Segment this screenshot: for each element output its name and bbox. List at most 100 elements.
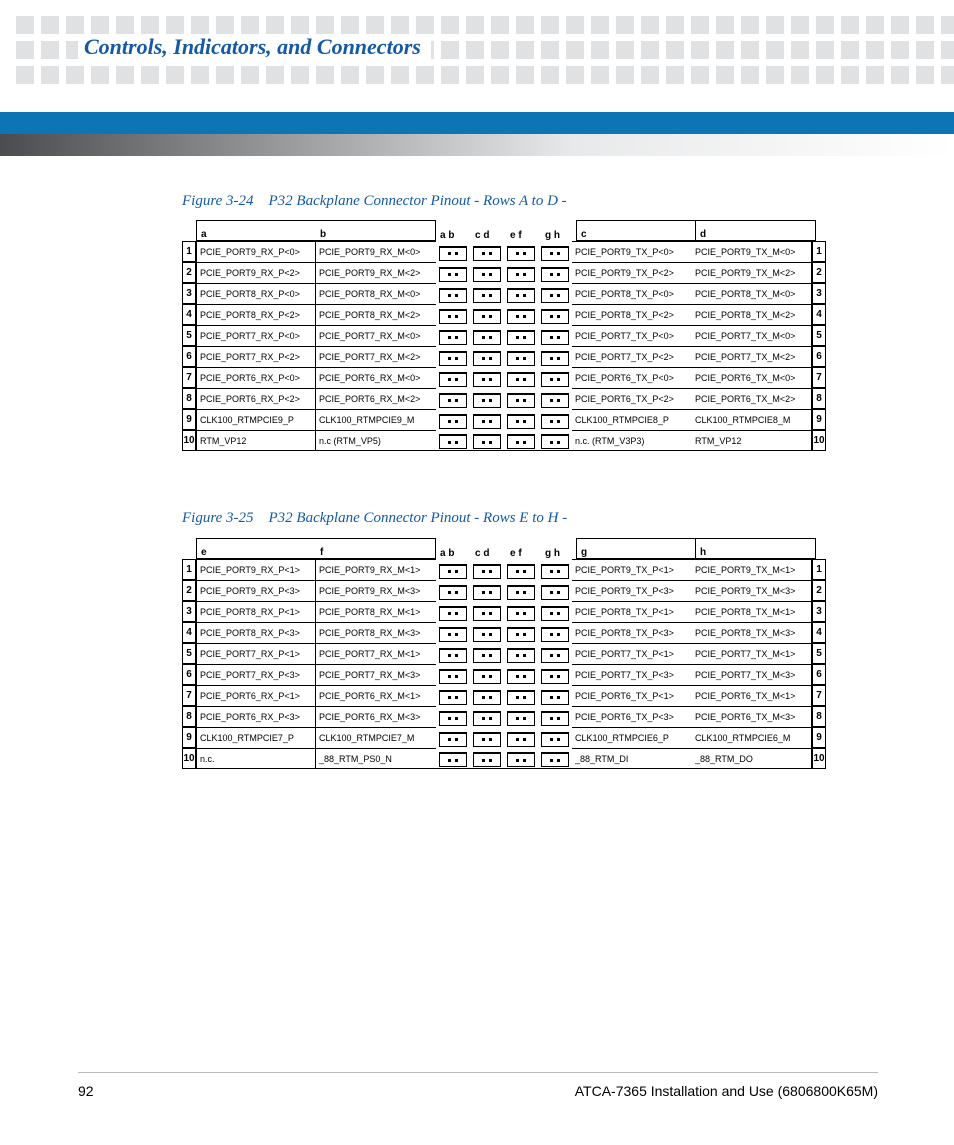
pin-cell (504, 664, 538, 685)
signal-cell: PCIE_PORT6_TX_P<3> (572, 706, 692, 727)
pin-cell (470, 580, 504, 601)
signal-cell: PCIE_PORT6_TX_M<1> (692, 685, 812, 706)
signal-cell: PCIE_PORT6_RX_M<1> (316, 685, 436, 706)
pin-cell (436, 304, 470, 325)
signal-cell: PCIE_PORT8_RX_P<3> (196, 622, 316, 643)
signal-cell: CLK100_RTMPCIE8_P (572, 409, 692, 430)
col-header: c (576, 220, 696, 241)
pin-cell (470, 643, 504, 664)
pin-header: c d (471, 538, 506, 559)
row-num: 7 (812, 685, 826, 706)
table-row: 10RTM_VP12n.c (RTM_VP5)n.c. (RTM_V3P3)RT… (182, 430, 852, 451)
pin-cell (504, 283, 538, 304)
signal-cell: PCIE_PORT6_RX_P<1> (196, 685, 316, 706)
pin-cell (538, 664, 572, 685)
table-row: 2PCIE_PORT9_RX_P<2>PCIE_PORT9_RX_M<2>PCI… (182, 262, 852, 283)
table-row: 8PCIE_PORT6_RX_P<2>PCIE_PORT6_RX_M<2>PCI… (182, 388, 852, 409)
signal-cell: PCIE_PORT7_RX_P<0> (196, 325, 316, 346)
pin-cell (504, 748, 538, 769)
row-num: 2 (182, 580, 196, 601)
table-row: 9CLK100_RTMPCIE9_PCLK100_RTMPCIE9_MCLK10… (182, 409, 852, 430)
signal-cell: PCIE_PORT8_RX_P<2> (196, 304, 316, 325)
signal-cell: n.c. (RTM_V3P3) (572, 430, 692, 451)
pin-cell (436, 643, 470, 664)
pin-cell (504, 580, 538, 601)
signal-cell: PCIE_PORT9_TX_P<3> (572, 580, 692, 601)
signal-cell: PCIE_PORT9_TX_P<0> (572, 241, 692, 262)
signal-cell: PCIE_PORT9_RX_P<3> (196, 580, 316, 601)
pin-cell (436, 622, 470, 643)
row-num: 1 (812, 241, 826, 262)
signal-cell: PCIE_PORT8_RX_M<1> (316, 601, 436, 622)
pin-cell (470, 409, 504, 430)
row-num: 4 (182, 304, 196, 325)
row-num: 10 (812, 430, 826, 451)
pin-cell (470, 304, 504, 325)
pin-cell (538, 430, 572, 451)
signal-cell: PCIE_PORT8_TX_M<0> (692, 283, 812, 304)
signal-cell: RTM_VP12 (196, 430, 316, 451)
signal-cell: PCIE_PORT8_RX_P<1> (196, 601, 316, 622)
signal-cell: PCIE_PORT8_TX_P<1> (572, 601, 692, 622)
pin-cell (538, 367, 572, 388)
signal-cell: CLK100_RTMPCIE9_M (316, 409, 436, 430)
signal-cell: PCIE_PORT9_TX_M<0> (692, 241, 812, 262)
pin-cell (538, 283, 572, 304)
pin-cell (538, 241, 572, 262)
signal-cell: PCIE_PORT8_RX_P<0> (196, 283, 316, 304)
signal-cell: PCIE_PORT6_RX_P<0> (196, 367, 316, 388)
pin-cell (436, 559, 470, 580)
signal-cell: PCIE_PORT7_TX_M<2> (692, 346, 812, 367)
signal-cell: CLK100_RTMPCIE6_M (692, 727, 812, 748)
pin-cell (538, 643, 572, 664)
pin-cell (504, 409, 538, 430)
pin-cell (436, 367, 470, 388)
pinout-table-2: efa bc de fg hgh1PCIE_PORT9_RX_P<1>PCIE_… (182, 538, 852, 769)
row-num: 10 (812, 748, 826, 769)
pin-cell (436, 262, 470, 283)
signal-cell: PCIE_PORT8_RX_M<0> (316, 283, 436, 304)
gradient-bar (0, 134, 954, 156)
signal-cell: PCIE_PORT6_TX_M<0> (692, 367, 812, 388)
figure-caption-2: Figure 3-25 P32 Backplane Connector Pino… (182, 510, 567, 527)
signal-cell: PCIE_PORT8_TX_P<0> (572, 283, 692, 304)
row-num: 9 (812, 727, 826, 748)
row-num: 2 (812, 580, 826, 601)
pin-cell (436, 430, 470, 451)
signal-cell: PCIE_PORT6_TX_M<3> (692, 706, 812, 727)
pin-cell (470, 367, 504, 388)
signal-cell: PCIE_PORT7_TX_P<2> (572, 346, 692, 367)
row-num: 2 (812, 262, 826, 283)
signal-cell: PCIE_PORT9_RX_M<1> (316, 559, 436, 580)
signal-cell: PCIE_PORT6_TX_P<1> (572, 685, 692, 706)
pin-cell (470, 685, 504, 706)
pin-cell (538, 622, 572, 643)
signal-cell: CLK100_RTMPCIE7_P (196, 727, 316, 748)
pin-cell (538, 706, 572, 727)
pin-cell (538, 346, 572, 367)
pinout-table-1: aba bc de fg hcd1PCIE_PORT9_RX_P<0>PCIE_… (182, 220, 852, 451)
pin-cell (538, 601, 572, 622)
pin-cell (470, 748, 504, 769)
row-num: 4 (812, 304, 826, 325)
signal-cell: PCIE_PORT6_RX_M<2> (316, 388, 436, 409)
signal-cell: PCIE_PORT9_RX_P<2> (196, 262, 316, 283)
row-num: 1 (182, 241, 196, 262)
doc-id: ATCA-7365 Installation and Use (6806800K… (575, 1083, 878, 1099)
row-num: 10 (182, 748, 196, 769)
signal-cell: CLK100_RTMPCIE8_M (692, 409, 812, 430)
pin-cell (436, 664, 470, 685)
pin-cell (504, 685, 538, 706)
signal-cell: PCIE_PORT7_RX_P<1> (196, 643, 316, 664)
col-header: e (196, 538, 316, 559)
signal-cell: PCIE_PORT8_RX_M<2> (316, 304, 436, 325)
pin-cell (470, 622, 504, 643)
pin-cell (504, 706, 538, 727)
signal-cell: PCIE_PORT9_TX_M<2> (692, 262, 812, 283)
pin-cell (538, 748, 572, 769)
pin-cell (504, 601, 538, 622)
signal-cell: RTM_VP12 (692, 430, 812, 451)
signal-cell: _88_RTM_DI (572, 748, 692, 769)
signal-cell: PCIE_PORT9_RX_M<3> (316, 580, 436, 601)
pin-cell (470, 706, 504, 727)
